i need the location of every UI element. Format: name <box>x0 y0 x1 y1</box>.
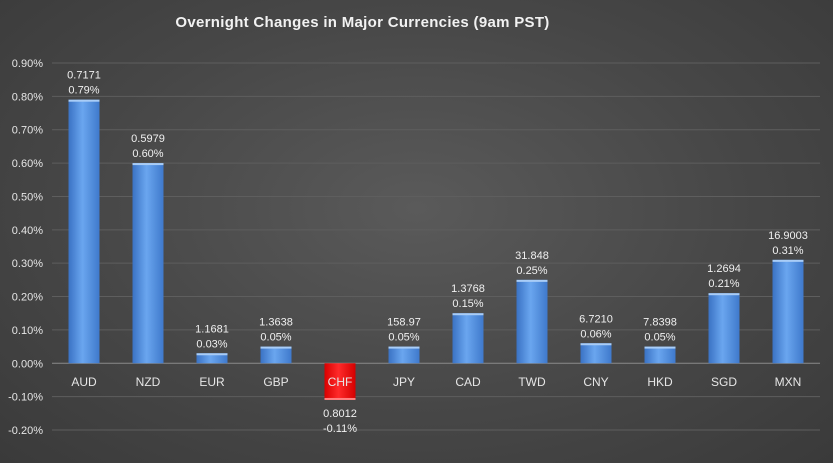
percent-label: -0.11% <box>323 423 357 435</box>
y-tick-label: 0.10% <box>12 325 43 337</box>
bar-jpy <box>388 346 420 364</box>
bars <box>68 99 804 400</box>
bar-gbp <box>260 346 292 364</box>
category-label: SGD <box>711 375 737 389</box>
bar-aud <box>68 99 100 364</box>
category-label: NZD <box>136 375 161 389</box>
bar-edge <box>260 346 292 349</box>
rate-label: 0.7171 <box>67 70 101 82</box>
category-label: CHF <box>328 375 353 389</box>
rate-label: 0.5979 <box>131 133 165 145</box>
bar-edge <box>708 293 740 296</box>
rate-label: 16.9003 <box>768 230 808 242</box>
x-axis-category-labels: AUD NZD EUR GBP CHF JPY CAD TWD CNY HKD SGD MXN <box>71 375 801 389</box>
rate-label: 6.7210 <box>579 313 613 325</box>
percent-label: 0.79% <box>68 85 99 97</box>
rate-label: 1.3638 <box>259 317 293 329</box>
percent-label: 0.05% <box>644 332 675 344</box>
percent-label: 0.05% <box>388 332 419 344</box>
bar-edge <box>132 163 164 166</box>
y-tick-label: 0.60% <box>12 158 43 170</box>
rate-label: 1.1681 <box>195 323 229 335</box>
y-tick-label: 0.40% <box>12 225 43 237</box>
y-tick-label: 0.00% <box>12 358 43 370</box>
percent-label: 0.60% <box>132 148 163 160</box>
y-tick-label: 0.90% <box>12 58 43 70</box>
rate-label: 31.848 <box>515 250 549 262</box>
category-label: AUD <box>71 375 97 389</box>
rate-label: 1.2694 <box>707 263 741 275</box>
bar-edge <box>68 99 100 102</box>
category-label: TWD <box>518 375 546 389</box>
bar-cad <box>452 313 484 364</box>
bar-edge <box>452 313 484 316</box>
rate-label: 158.97 <box>387 317 421 329</box>
bar-mxn <box>772 259 804 364</box>
y-tick-label: 0.20% <box>12 292 43 304</box>
category-label: CNY <box>583 375 608 389</box>
y-tick-label: 0.30% <box>12 258 43 270</box>
category-label: JPY <box>393 375 415 389</box>
percent-label: 0.03% <box>196 338 227 350</box>
bar-edge <box>388 346 420 349</box>
percent-label: 0.31% <box>772 245 803 257</box>
category-label: CAD <box>455 375 481 389</box>
bar-nzd <box>132 163 164 364</box>
category-label: EUR <box>199 375 225 389</box>
percent-label: 0.15% <box>452 298 483 310</box>
bar-hkd <box>644 346 676 364</box>
y-tick-label: -0.10% <box>8 392 43 404</box>
bar-twd <box>516 279 548 364</box>
bar-edge <box>772 259 804 262</box>
y-tick-label: 0.50% <box>12 191 43 203</box>
y-tick-label: 0.70% <box>12 125 43 137</box>
bar-sgd <box>708 293 740 364</box>
rate-label: 1.3768 <box>451 283 485 295</box>
percent-label: 0.21% <box>708 278 739 290</box>
percent-label: 0.06% <box>580 328 611 340</box>
gridlines <box>52 62 820 431</box>
category-label: HKD <box>647 375 673 389</box>
bar-cny <box>580 343 612 364</box>
rate-label: 0.8012 <box>323 408 357 420</box>
percent-label: 0.25% <box>516 265 547 277</box>
chart-title: Overnight Changes in Major Currencies (9… <box>175 14 550 31</box>
bar-chf <box>324 363 356 400</box>
y-tick-label: -0.20% <box>8 425 43 437</box>
bar-edge <box>644 346 676 349</box>
y-axis-tick-labels: 0.90% 0.80% 0.70% 0.60% 0.50% 0.40% 0.30% 0.20%… <box>8 58 43 437</box>
bar-edge <box>196 353 228 356</box>
bar-edge <box>580 343 612 346</box>
category-label: GBP <box>263 375 288 389</box>
y-tick-label: 0.80% <box>12 91 43 103</box>
data-labels: 0.7171 0.79% 0.5979 0.60% 1.1681 0.03% 1.3638 0… <box>67 70 808 435</box>
bar-edge <box>324 397 356 400</box>
category-label: MXN <box>775 375 802 389</box>
bar-eur <box>196 353 228 364</box>
rate-label: 7.8398 <box>643 317 677 329</box>
percent-label: 0.05% <box>260 332 291 344</box>
bar-edge <box>516 279 548 282</box>
